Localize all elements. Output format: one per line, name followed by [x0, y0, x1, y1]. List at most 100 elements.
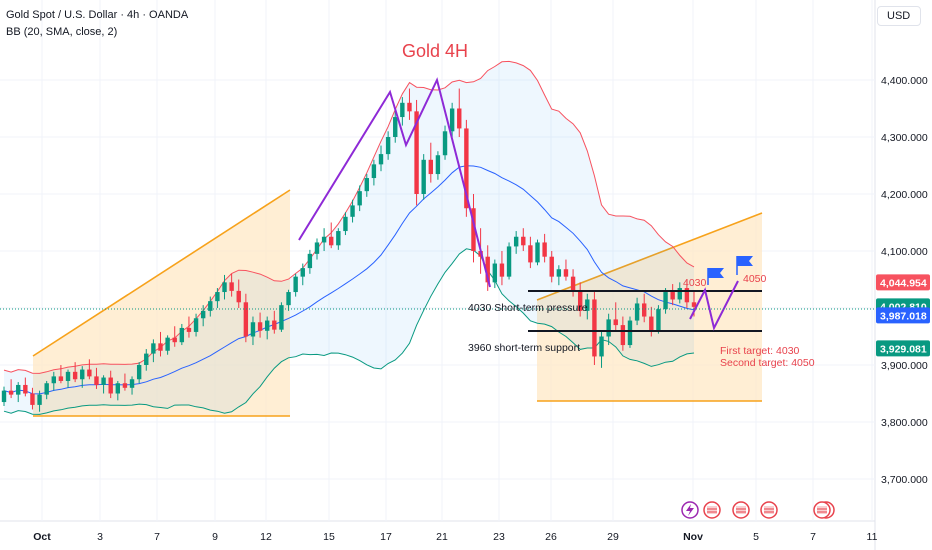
- candle-body: [108, 377, 113, 394]
- candle-body: [407, 102, 412, 112]
- y-tick-label: 3,800.000: [881, 417, 928, 429]
- candle-body: [80, 369, 85, 380]
- candle-body: [293, 276, 298, 293]
- x-tick-label: 21: [436, 531, 448, 543]
- candle-body: [542, 242, 547, 257]
- pressure-annotation[interactable]: 4030 Short-term pressure: [468, 302, 588, 314]
- candle-body: [585, 299, 590, 311]
- candle-body: [492, 263, 498, 283]
- support-annotation[interactable]: 3960 short-term support: [468, 342, 580, 354]
- x-tick-label: 29: [607, 531, 619, 543]
- candle-body: [222, 282, 227, 293]
- candle-body: [457, 108, 462, 129]
- x-tick-label: 9: [212, 531, 218, 543]
- candle-body: [151, 343, 156, 354]
- candle-body: [250, 322, 256, 337]
- x-tick-label: 12: [260, 531, 272, 543]
- bb-lower: [3, 248, 695, 415]
- projection-path[interactable]: [689, 280, 739, 331]
- indicator-legend[interactable]: BB (20, SMA, close, 2): [6, 26, 118, 38]
- candle-body: [393, 117, 398, 137]
- candle-body: [165, 337, 170, 351]
- candle-body: [243, 302, 249, 337]
- candle-body: [158, 343, 163, 351]
- flag-icon[interactable]: [737, 256, 753, 266]
- level-4030-label[interactable]: 4030: [683, 277, 707, 289]
- x-tick-label: 3: [97, 531, 103, 543]
- y-tick-label: 4,300.000: [881, 132, 928, 144]
- price-axis[interactable]: 4,400.0004,300.0004,200.0004,100.0004,00…: [881, 75, 928, 486]
- candle-body: [286, 292, 291, 306]
- lightning-glyph: [686, 504, 694, 516]
- candle-body: [592, 299, 597, 357]
- candle-body: [65, 371, 71, 381]
- candle-body: [350, 205, 355, 217]
- us-flag-icon[interactable]: [760, 501, 778, 519]
- time-axis[interactable]: Oct 3 7 9 12 15 17 21 23 26 29 Nov 5 7 11: [33, 531, 877, 543]
- candle-body: [599, 336, 604, 357]
- candle-body: [37, 394, 42, 405]
- candle-body: [144, 353, 149, 365]
- us-flag-icon[interactable]: [703, 501, 721, 519]
- candle-body: [264, 320, 270, 331]
- candle-body: [87, 369, 92, 377]
- x-tick-label: 23: [493, 531, 505, 543]
- double-top-pattern[interactable]: [298, 77, 491, 288]
- left-channel-fill: [33, 190, 290, 416]
- candle-body: [663, 292, 668, 310]
- candle-body: [385, 137, 391, 155]
- candle-body: [16, 384, 21, 395]
- candle-body: [634, 303, 640, 321]
- candle-body: [378, 154, 384, 165]
- candle-body: [336, 231, 341, 246]
- candle-body: [329, 236, 334, 246]
- candle-body: [435, 155, 441, 175]
- candle-body: [556, 269, 562, 277]
- candle-body: [129, 379, 135, 388]
- price-label-text: 4,044.954: [880, 277, 927, 289]
- candle-body: [656, 309, 661, 331]
- left-channel-upper[interactable]: [32, 189, 291, 357]
- candle-body: [172, 337, 177, 343]
- currency-button[interactable]: USD: [877, 6, 921, 26]
- candle-body: [400, 102, 405, 118]
- x-tick-label: 7: [810, 531, 816, 543]
- x-tick-label: 17: [380, 531, 392, 543]
- candle-body: [649, 316, 654, 331]
- candle-body: [23, 384, 28, 394]
- candle-body: [421, 159, 426, 194]
- candle-body: [549, 256, 554, 277]
- candle-body: [115, 383, 121, 394]
- candle-body: [414, 111, 419, 194]
- first-target-annotation[interactable]: First target: 4030: [720, 345, 800, 357]
- second-target-annotation[interactable]: Second target: 4050: [720, 357, 815, 369]
- candle-body: [236, 290, 241, 303]
- candle-body: [1, 390, 7, 403]
- event-icons: [681, 501, 835, 519]
- candle-body: [314, 242, 320, 254]
- candle-body: [229, 282, 234, 291]
- candle-body: [179, 327, 185, 343]
- candle-body: [364, 178, 369, 192]
- level-4050-label[interactable]: 4050: [743, 273, 767, 285]
- candle-body: [606, 319, 611, 337]
- us-flag-icon[interactable]: [732, 501, 750, 519]
- candle-body: [670, 292, 675, 300]
- flag-icon[interactable]: [708, 268, 724, 278]
- candle-body: [122, 383, 128, 388]
- candle-body: [208, 301, 213, 311]
- candle-body: [136, 365, 142, 380]
- candle-body: [200, 310, 206, 319]
- symbol-title[interactable]: Gold Spot / U.S. Dollar · 4h · OANDA: [6, 9, 189, 21]
- x-tick-label: 11: [867, 531, 878, 543]
- candle-body: [30, 393, 35, 405]
- candle-body: [499, 263, 505, 277]
- us-flag-icon[interactable]: [813, 501, 835, 519]
- price-label-text: 3,987.018: [880, 310, 927, 322]
- price-label-bg: [876, 307, 930, 324]
- candle-body: [528, 245, 533, 263]
- candle-body: [442, 131, 448, 156]
- candle-body: [343, 216, 348, 232]
